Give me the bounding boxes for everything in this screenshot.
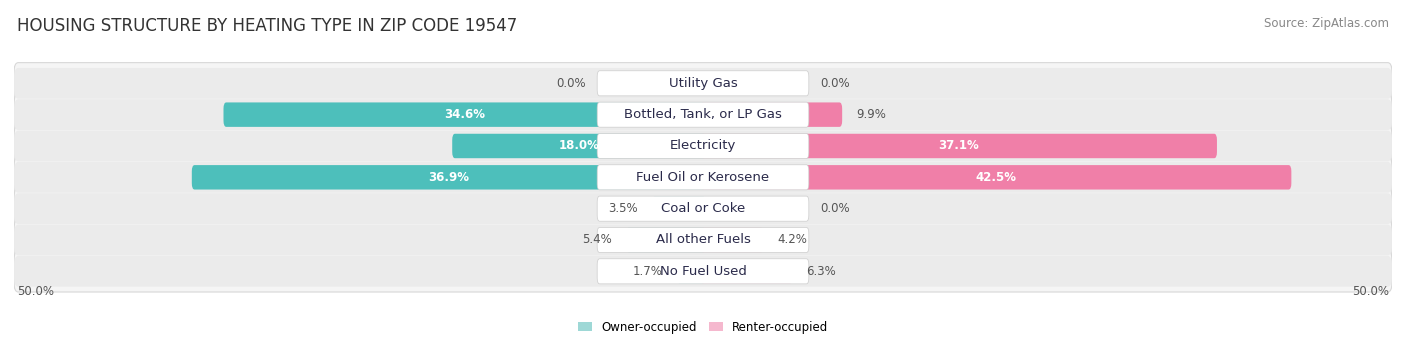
FancyBboxPatch shape (14, 125, 1392, 167)
Text: 36.9%: 36.9% (429, 171, 470, 184)
Text: 3.5%: 3.5% (609, 202, 638, 215)
FancyBboxPatch shape (14, 256, 1392, 287)
FancyBboxPatch shape (652, 196, 706, 221)
FancyBboxPatch shape (14, 162, 1392, 193)
Text: 50.0%: 50.0% (17, 285, 53, 298)
FancyBboxPatch shape (598, 102, 808, 127)
FancyBboxPatch shape (676, 259, 706, 284)
Text: No Fuel Used: No Fuel Used (659, 265, 747, 278)
FancyBboxPatch shape (598, 165, 808, 190)
FancyBboxPatch shape (700, 259, 793, 284)
Text: 0.0%: 0.0% (557, 77, 586, 90)
FancyBboxPatch shape (700, 228, 763, 252)
FancyBboxPatch shape (14, 188, 1392, 229)
FancyBboxPatch shape (14, 99, 1392, 130)
FancyBboxPatch shape (14, 219, 1392, 261)
FancyBboxPatch shape (598, 259, 808, 284)
Text: 42.5%: 42.5% (976, 171, 1017, 184)
FancyBboxPatch shape (14, 94, 1392, 135)
Text: Bottled, Tank, or LP Gas: Bottled, Tank, or LP Gas (624, 108, 782, 121)
FancyBboxPatch shape (224, 102, 706, 127)
Text: 4.2%: 4.2% (778, 234, 807, 247)
Text: 18.0%: 18.0% (558, 139, 599, 152)
Text: 5.4%: 5.4% (582, 234, 612, 247)
Text: 34.6%: 34.6% (444, 108, 485, 121)
Text: 0.0%: 0.0% (820, 202, 849, 215)
FancyBboxPatch shape (700, 134, 1218, 158)
Text: HOUSING STRUCTURE BY HEATING TYPE IN ZIP CODE 19547: HOUSING STRUCTURE BY HEATING TYPE IN ZIP… (17, 17, 517, 35)
FancyBboxPatch shape (598, 71, 808, 96)
FancyBboxPatch shape (14, 225, 1392, 255)
Text: 9.9%: 9.9% (856, 108, 886, 121)
FancyBboxPatch shape (14, 131, 1392, 161)
FancyBboxPatch shape (700, 102, 842, 127)
FancyBboxPatch shape (14, 157, 1392, 198)
Text: Coal or Coke: Coal or Coke (661, 202, 745, 215)
FancyBboxPatch shape (626, 228, 706, 252)
Text: 37.1%: 37.1% (938, 139, 979, 152)
FancyBboxPatch shape (453, 134, 706, 158)
FancyBboxPatch shape (598, 227, 808, 253)
Text: Utility Gas: Utility Gas (669, 77, 737, 90)
FancyBboxPatch shape (14, 251, 1392, 292)
Text: 0.0%: 0.0% (820, 77, 849, 90)
Text: All other Fuels: All other Fuels (655, 234, 751, 247)
Legend: Owner-occupied, Renter-occupied: Owner-occupied, Renter-occupied (572, 316, 834, 338)
Text: Source: ZipAtlas.com: Source: ZipAtlas.com (1264, 17, 1389, 30)
FancyBboxPatch shape (14, 63, 1392, 104)
Text: Fuel Oil or Kerosene: Fuel Oil or Kerosene (637, 171, 769, 184)
Text: Electricity: Electricity (669, 139, 737, 152)
FancyBboxPatch shape (14, 68, 1392, 99)
FancyBboxPatch shape (598, 196, 808, 221)
FancyBboxPatch shape (14, 193, 1392, 224)
Text: 50.0%: 50.0% (1353, 285, 1389, 298)
FancyBboxPatch shape (598, 133, 808, 159)
Text: 1.7%: 1.7% (633, 265, 664, 278)
Text: 6.3%: 6.3% (807, 265, 837, 278)
FancyBboxPatch shape (191, 165, 706, 190)
FancyBboxPatch shape (700, 165, 1291, 190)
